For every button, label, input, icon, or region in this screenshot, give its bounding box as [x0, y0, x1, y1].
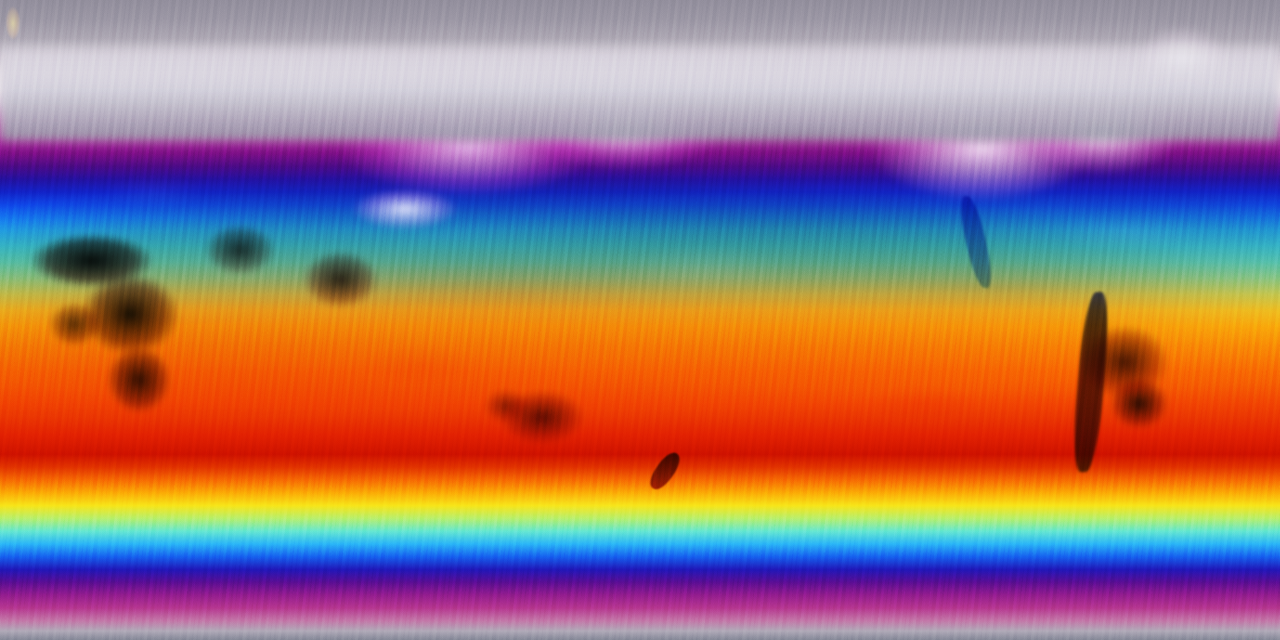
- landmass-australia: [470, 360, 620, 470]
- landmass-antarctica: [0, 46, 1280, 141]
- landmass-madagascar: [0, 0, 26, 46]
- landmass-africa: [10, 232, 225, 437]
- landmass-india: [290, 238, 395, 318]
- landmass-tibetan-plateau: [330, 178, 480, 240]
